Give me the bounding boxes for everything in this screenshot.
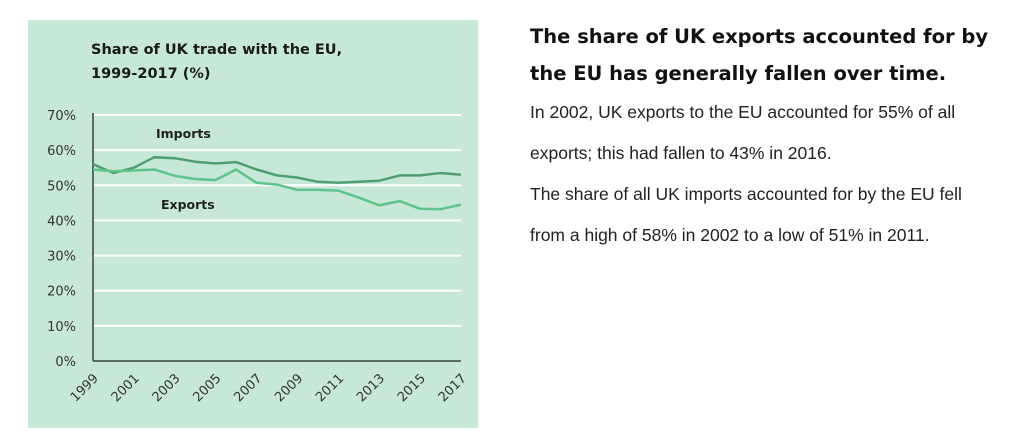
x-tick-label: 2011 [313, 371, 347, 405]
series-label-imports: Imports [156, 126, 211, 141]
series-line-exports [92, 168, 462, 211]
x-tick-label: 2005 [190, 371, 224, 405]
x-tick-label: 2001 [109, 371, 143, 405]
y-tick-label: 0% [55, 355, 76, 370]
x-tick-label: 2017 [436, 371, 470, 405]
y-tick-label: 50% [47, 179, 76, 194]
chart-title-line-1: Share of UK trade with the EU, [91, 42, 343, 58]
paragraph-imports: The share of all UK imports accounted fo… [530, 184, 962, 245]
heading: The share of UK exports accounted for by… [530, 25, 989, 85]
chart-panel: Share of UK trade with the EU, 1999-2017… [28, 20, 478, 428]
x-tick-label: 2013 [354, 371, 388, 405]
chart-title: Share of UK trade with the EU, 1999-2017… [91, 38, 451, 86]
y-tick-label: 30% [47, 250, 76, 265]
paragraph-exports: In 2002, UK exports to the EU accounted … [530, 102, 956, 163]
chart-title-line-2: 1999-2017 (%) [91, 66, 211, 82]
x-tick-label: 2003 [150, 371, 184, 405]
y-tick-label: 60% [47, 144, 76, 159]
x-tick-label: 1999 [68, 371, 102, 405]
y-tick-label: 70% [47, 109, 76, 124]
y-tick-label: 40% [47, 214, 76, 229]
series-line-imports [92, 155, 462, 185]
text-panel: The share of UK exports accounted for by… [530, 18, 1000, 256]
x-tick-label: 2007 [231, 371, 265, 405]
y-tick-label: 20% [47, 285, 76, 300]
x-tick-label: 2015 [395, 371, 429, 405]
series-label-exports: Exports [161, 197, 215, 212]
y-tick-label: 10% [47, 320, 76, 335]
line-chart: 0%10%20%30%40%50%60%70%1999 2001 2003 2005 2… [47, 109, 470, 405]
x-tick-label: 2009 [272, 371, 306, 405]
